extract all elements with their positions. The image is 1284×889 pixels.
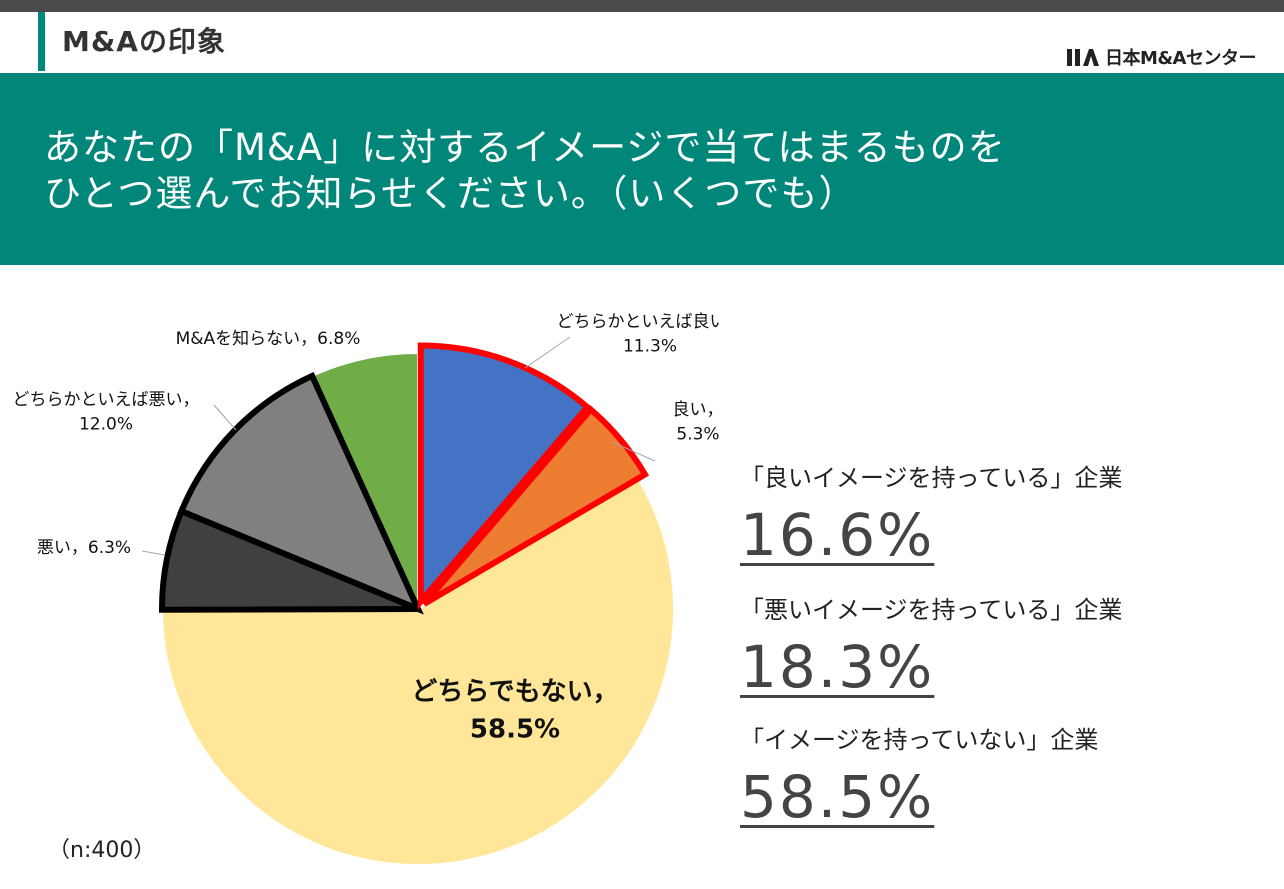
- summary-good-value: 16.6%: [740, 501, 935, 569]
- leader-line-3: [141, 550, 166, 556]
- summary-bad-value: 18.3%: [740, 633, 935, 701]
- pie-slice-2: [160, 478, 675, 866]
- slice-label-2-line-1: 58.5%: [470, 715, 560, 745]
- leader-line-1: [611, 441, 656, 462]
- summary-none: 「イメージを持っていない」企業 58.5%: [740, 720, 1098, 831]
- slice-label-4-line-0: どちらかといえば悪い，: [13, 390, 200, 410]
- company-logo: 日本M&Aセンター: [1066, 44, 1257, 70]
- pie-chart: どちらかといえば良い， 11.3% 良い， 5.3% どちらでもない， 58.5% 悪い，6…: [13, 312, 721, 866]
- title-accent-bar: [38, 12, 45, 71]
- summary-bad: 「悪いイメージを持っている」企業 18.3%: [740, 590, 1122, 701]
- slice-label-0-line-0: どちらかといえば良い，: [557, 312, 721, 332]
- pie-slice-3: [159, 507, 420, 613]
- summary-good: 「良いイメージを持っている」企業 16.6%: [740, 458, 1122, 569]
- pie-slice-4: [177, 371, 424, 615]
- question-line-2: ひとつ選んでお知らせください。（いくつでも）: [44, 171, 857, 215]
- leader-line-0: [524, 336, 571, 369]
- question-banner: [0, 73, 1284, 265]
- slice-label-5-line-0: M&Aを知らない，6.8%: [176, 329, 361, 349]
- logo-mark-icon: [1066, 48, 1099, 66]
- slice-label-4-line-1: 12.0%: [79, 415, 133, 435]
- sample-size: （n:400）: [48, 838, 156, 863]
- logo-text: 日本M&Aセンター: [1104, 48, 1257, 69]
- summary-none-value: 58.5%: [740, 763, 935, 831]
- summary-good-label: 「良いイメージを持っている」企業: [740, 464, 1123, 492]
- top-bar: [0, 0, 1284, 12]
- leader-line-4: [213, 404, 237, 431]
- pie-slice-1: [421, 405, 650, 607]
- summary-bad-label: 「悪いイメージを持っている」企業: [740, 596, 1123, 624]
- section-title: M&Aの印象: [62, 25, 226, 58]
- slice-label-1-line-1: 5.3%: [676, 425, 719, 445]
- slice-label-3-line-0: 悪い，6.3%: [37, 538, 131, 558]
- slice-label-0-line-1: 11.3%: [623, 337, 677, 357]
- slice-label-2-line-0: どちらでもない，: [411, 677, 618, 707]
- slice-label-1-line-0: 良い，: [673, 400, 721, 420]
- pie-slice-0: [417, 342, 592, 610]
- question-line-1: あなたの「M&A」に対するイメージで当てはまるものを: [44, 126, 1006, 169]
- summary-none-label: 「イメージを持っていない」企業: [740, 726, 1099, 754]
- question-text: あなたの「M&A」に対するイメージで当てはまるものを ひとつ選んでお知らせくださ…: [44, 125, 1006, 216]
